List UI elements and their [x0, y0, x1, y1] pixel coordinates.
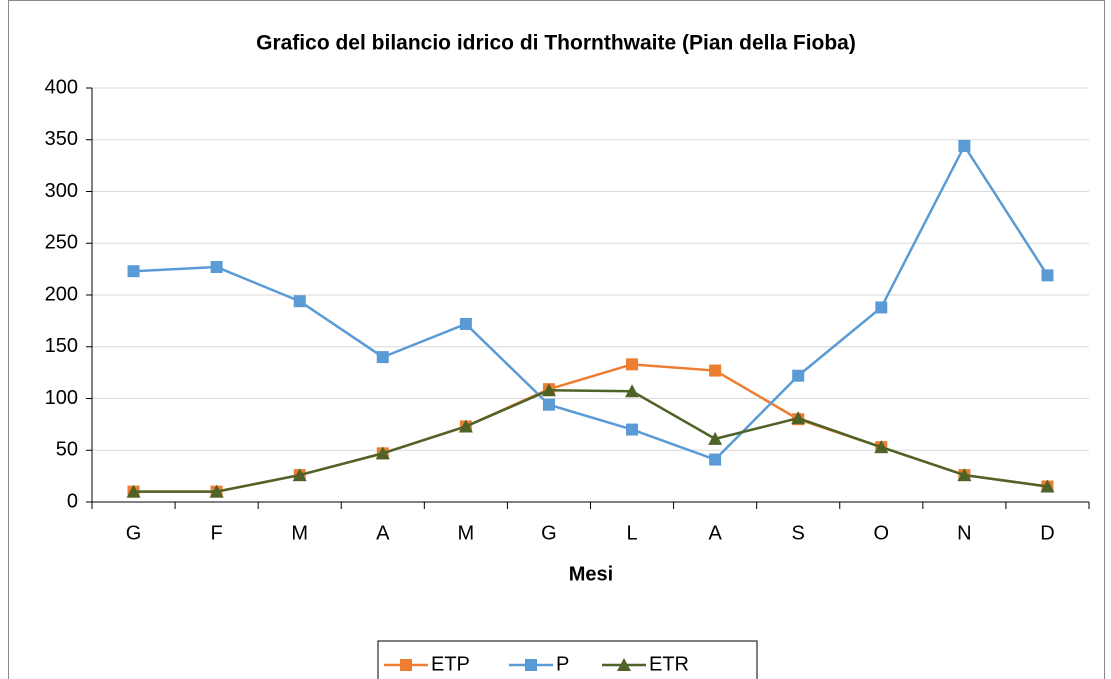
y-tick-label: 200 [45, 283, 78, 305]
legend-label: ETP [431, 653, 470, 675]
data-point [875, 301, 888, 314]
data-point [541, 383, 556, 397]
data-point [709, 453, 722, 466]
data-point [459, 317, 472, 330]
x-tick-label: G [541, 522, 557, 544]
legend-label: P [556, 653, 569, 675]
data-point [292, 468, 307, 482]
data-point [625, 384, 640, 398]
data-point [791, 411, 806, 425]
x-tick-label: S [792, 522, 805, 544]
x-tick-label: M [291, 522, 308, 544]
data-point [626, 423, 639, 436]
x-tick-label: O [874, 522, 890, 544]
data-point [1041, 269, 1054, 282]
legend-marker [525, 659, 537, 671]
legend-marker [400, 659, 412, 671]
legend-box [377, 640, 758, 679]
x-tick-label: A [708, 522, 722, 544]
data-point [293, 295, 306, 308]
data-point [792, 369, 805, 382]
x-tick-label: G [126, 522, 142, 544]
legend-marker [617, 658, 631, 671]
data-point [210, 261, 223, 274]
data-point [1040, 479, 1055, 493]
y-tick-label: 150 [45, 335, 78, 357]
x-tick-label: F [211, 522, 223, 544]
data-point [874, 440, 889, 454]
y-tick-label: 100 [45, 387, 78, 409]
data-point [126, 484, 141, 498]
legend-label: ETR [649, 653, 689, 675]
chart-title: Grafico del bilancio idrico di Thornthwa… [256, 32, 856, 55]
data-point [127, 265, 140, 278]
y-tick-label: 350 [45, 128, 78, 150]
x-tick-label: N [957, 522, 971, 544]
x-tick-label: D [1040, 522, 1054, 544]
data-point [376, 351, 389, 364]
y-tick-label: 250 [45, 232, 78, 254]
data-point [626, 358, 639, 371]
chart-frame [8, 0, 1105, 679]
data-point [958, 139, 971, 152]
y-tick-label: 300 [45, 180, 78, 202]
y-tick-label: 400 [45, 76, 78, 98]
data-point [957, 468, 972, 482]
data-point [542, 398, 555, 411]
x-axis-title: Mesi [569, 563, 613, 585]
x-tick-label: M [458, 522, 475, 544]
x-tick-label: A [376, 522, 390, 544]
data-point [209, 484, 224, 498]
data-point [709, 364, 722, 377]
x-tick-label: L [626, 522, 637, 544]
line-series [133, 143, 1049, 462]
data-point [375, 446, 390, 460]
y-tick-label: 50 [56, 439, 78, 461]
data-point [458, 419, 473, 433]
data-point [708, 431, 723, 445]
line-series [133, 388, 1048, 493]
y-tick-label: 0 [67, 490, 78, 512]
